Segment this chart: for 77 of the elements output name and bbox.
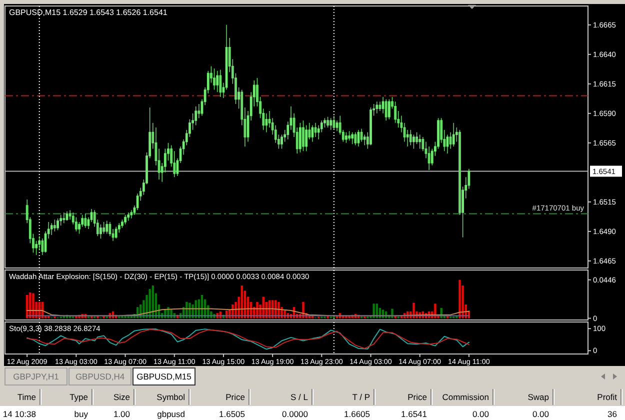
candlestick [452,122,455,147]
category-label: Time [17,392,36,402]
category-label: Price [408,392,428,402]
category-label: GBPUSD,H4 [75,372,125,382]
bar [434,304,436,318]
bar [458,280,461,318]
category-label: Size [113,392,130,402]
category-label: S / L [290,392,308,402]
text: 0.00 [532,409,549,419]
category-label: Price [226,392,246,402]
candlestick [121,219,124,228]
category-label: Swap [528,392,550,402]
candlestick [384,98,388,121]
candlestick [54,219,56,232]
category-label: GBPJPY,H1 [13,372,60,382]
candlestick [446,134,449,154]
chart-title: GBPUSD,M15 1.6529 1.6543 1.6526 1.6541 [9,8,168,17]
candlestick [336,120,338,132]
candlestick [62,212,66,224]
candlestick [412,134,415,150]
candlestick [311,124,314,142]
category-label: Symbol [156,392,186,402]
candlestick [378,101,382,112]
candlestick [332,115,336,130]
candlestick [360,128,363,142]
text: 1.00 [113,409,130,419]
candlestick [106,220,108,234]
candlestick [74,216,78,232]
text: gbpusd [157,409,185,419]
candlestick [348,130,350,141]
candlestick [330,118,332,130]
candlestick [345,132,348,144]
candlestick [354,132,357,146]
candlestick [127,212,130,222]
candlestick [305,124,308,152]
category-label: Type [70,392,88,402]
candlestick [56,218,59,231]
candlestick [219,69,222,98]
candlestick [280,134,283,150]
candlestick [130,210,133,219]
candlestick [102,222,105,234]
text: 1.6541 [401,409,427,419]
candlestick [370,107,372,146]
candlestick [38,236,41,251]
text: 1.6505 [219,409,245,419]
category-label: Profit [597,392,618,402]
category-label: T / P [352,392,370,402]
candlestick [194,106,198,126]
category-label: GBPUSD,M15 [136,372,192,382]
candlestick [351,132,354,144]
candlestick [317,124,320,140]
text: 36 [608,409,617,419]
candlestick [394,101,396,124]
candlestick [409,130,412,146]
text: 14 10:38 [2,409,36,419]
candlestick [418,134,422,150]
candlestick [124,214,126,225]
candlestick [213,68,216,90]
candlestick [114,226,118,239]
candlestick [376,101,378,114]
bar [412,302,415,318]
bar [32,293,34,318]
text: 1.6605 [344,409,370,419]
candlestick [216,70,219,93]
candlestick [298,122,302,153]
candlestick [326,116,329,128]
candlestick [388,98,390,120]
candlestick [60,214,62,226]
candlestick [302,120,304,152]
category-label: Commission [442,392,490,402]
candlestick [84,213,87,228]
text: 0.00 [472,409,489,419]
candlestick [100,224,102,239]
text: buy [74,409,88,419]
candlestick [314,122,317,138]
candlestick [50,222,53,236]
text: 0.0000 [282,409,308,419]
